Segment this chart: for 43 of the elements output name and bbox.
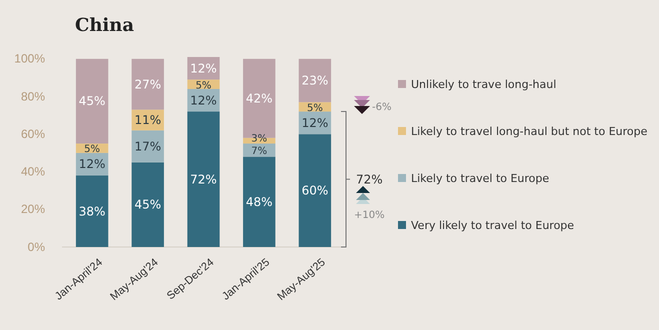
legend-label: Very likely to travel to Europe [411, 219, 574, 232]
bar [132, 58, 164, 110]
data-label: 72% [190, 172, 217, 186]
data-label: 48% [246, 194, 273, 209]
bar [76, 58, 108, 144]
text: 72% [356, 172, 383, 186]
bar [298, 134, 332, 247]
bar [187, 112, 220, 247]
data-label: 12% [190, 93, 217, 108]
data-label: 5% [196, 80, 212, 92]
text: -6% [372, 102, 392, 113]
y-tick-label: 0% [28, 240, 46, 254]
text: +10% [354, 210, 385, 221]
data-label: 3% [251, 134, 268, 145]
legend-label: Likely to travel to Europe [411, 172, 550, 185]
data-label: 12% [302, 116, 328, 130]
data-label: 17% [134, 139, 162, 154]
y-tick-label: 40% [20, 164, 46, 179]
y-tick-label: 80% [20, 89, 46, 104]
data-label: 38% [78, 204, 106, 218]
data-label: 23% [302, 74, 328, 88]
bar [298, 58, 332, 102]
data-label: 45% [134, 198, 162, 212]
data-label: 12% [190, 61, 217, 76]
legend-label: Likely to travel long-haul but not to Europe [411, 125, 648, 138]
legend-label: Unlikely to trave long-haul [411, 78, 556, 91]
data-label: 12% [78, 157, 106, 172]
data-label: 45% [78, 94, 106, 108]
data-label: 60% [302, 184, 328, 198]
data-label: 27% [134, 77, 162, 92]
data-label: 42% [246, 91, 273, 106]
data-label: 5% [84, 144, 100, 156]
bar [132, 162, 164, 247]
y-tick-label: 100% [14, 52, 46, 66]
y-tick-label: 60% [20, 126, 46, 141]
chart-title: China [75, 15, 134, 36]
bar [132, 130, 164, 162]
bar [243, 156, 276, 247]
data-label: 7% [251, 146, 268, 158]
data-label: 11% [134, 113, 162, 128]
data-label: 5% [306, 102, 323, 114]
y-tick-label: 20% [20, 202, 46, 216]
bar [76, 176, 108, 247]
